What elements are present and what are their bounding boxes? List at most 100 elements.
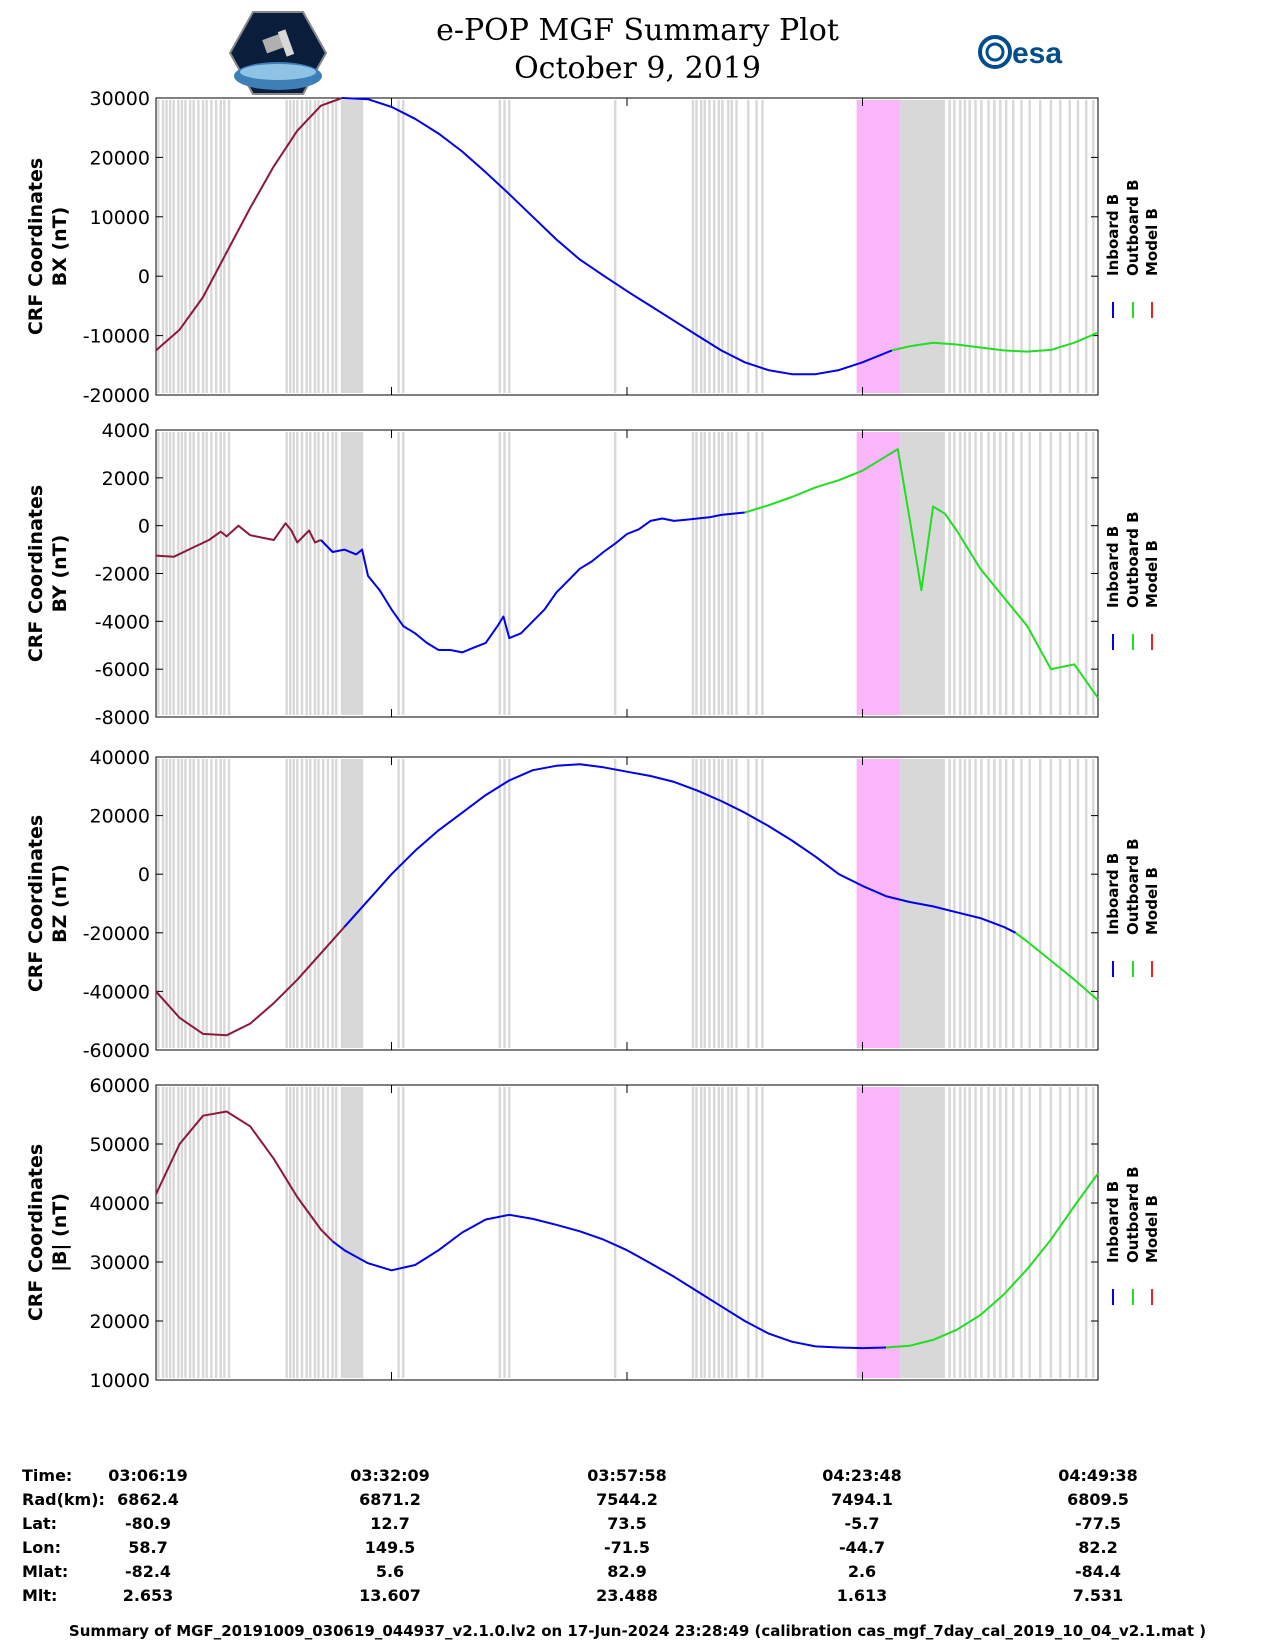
data-gap-line [614, 100, 617, 393]
data-gap-line [205, 1087, 208, 1378]
data-gap-line [313, 1087, 317, 1378]
data-gap-line [755, 759, 758, 1048]
series-model-b [155, 522, 322, 558]
data-gap-line [397, 432, 400, 715]
orbit-info-value: 13.607 [359, 1586, 421, 1605]
y-axis-label-line2: BY (nT) [49, 535, 71, 613]
data-gap-line [326, 759, 330, 1048]
data-gap-line [210, 1087, 213, 1378]
data-gap-line [717, 759, 721, 1048]
data-gap-line [300, 1087, 304, 1378]
data-gap-line [184, 100, 187, 393]
data-gap-line [205, 100, 208, 393]
data-gap-line [1039, 100, 1042, 393]
data-gap-line [1076, 759, 1080, 1048]
data-gap-line [285, 432, 288, 715]
data-gap-line [172, 100, 175, 393]
data-gap-line [717, 1087, 721, 1378]
data-gap-line [227, 1087, 231, 1378]
data-gap-line [205, 759, 208, 1048]
panel-bx: -20000 -10000 0 10000 20000 30000 CRF Coordina… [25, 88, 1161, 407]
data-gap-line [953, 432, 956, 715]
data-gap-line [503, 1087, 506, 1378]
orbit-info-label: Mlt: [22, 1586, 58, 1605]
data-gap-line [717, 432, 721, 715]
eclipse-band [856, 100, 901, 393]
data-gap-line [695, 759, 698, 1048]
data-gap-line [735, 1087, 738, 1378]
data-gap-line [695, 1087, 698, 1378]
orbit-info-value: -71.5 [603, 1538, 651, 1557]
series-inboard-b [320, 511, 745, 654]
data-gap-line [210, 759, 213, 1048]
data-gap-line [305, 1087, 308, 1378]
data-gap-line [508, 100, 511, 393]
panel-by: -8000 -6000 -4000 -2000 0 2000 4000 CRF Coordin… [25, 420, 1161, 729]
data-gap-line [1059, 432, 1062, 715]
data-gap-line [305, 759, 308, 1048]
data-gap-line [157, 100, 160, 393]
data-gap-line [188, 432, 192, 715]
data-gap-line [157, 1087, 160, 1378]
data-gap-line [993, 432, 996, 715]
data-gap-line [1012, 759, 1015, 1048]
y-axis-label-line2: BX (nT) [49, 207, 71, 287]
data-gap-line [334, 1087, 338, 1378]
orbit-info-value: 04:49:38 [1058, 1466, 1138, 1485]
data-gap-line [289, 759, 292, 1048]
legend-entry: Model B [1143, 540, 1161, 608]
series-outboard-b [886, 1172, 1099, 1349]
data-gap-line [721, 100, 724, 393]
data-gap-line [397, 1087, 400, 1378]
data-gap-line [614, 1087, 617, 1378]
panel-bz: -60000 -40000 -20000 0 20000 40000 CRF Coordin… [25, 747, 1161, 1062]
data-gap-line [1020, 100, 1023, 393]
y-tick-label: -20000 [83, 923, 150, 945]
data-gap-line [214, 100, 218, 393]
data-gap-line [987, 100, 990, 393]
data-gap-line [703, 100, 706, 393]
legend-entry: Outboard B [1124, 179, 1142, 276]
data-gap-line [508, 432, 511, 715]
data-gap-line [219, 759, 222, 1048]
y-tick-label: -8000 [95, 707, 150, 729]
data-gap-line [300, 432, 304, 715]
data-gap-line [184, 759, 187, 1048]
data-gap-line [993, 100, 996, 393]
data-gap-line [1068, 759, 1071, 1048]
data-gap-line [953, 759, 956, 1048]
data-gap-line [168, 100, 172, 393]
series-outboard-b [891, 331, 1099, 353]
series-inboard-b [341, 97, 893, 376]
data-gap-line [296, 1087, 299, 1378]
y-tick-label: -60000 [83, 1040, 150, 1062]
data-gap-line [161, 1087, 165, 1378]
orbit-info-value: 03:32:09 [350, 1466, 430, 1485]
data-gap-line [1049, 759, 1053, 1048]
data-gap-line [730, 759, 733, 1048]
data-gap-line [712, 432, 716, 715]
orbit-info-label: Lon: [22, 1538, 61, 1557]
orbit-info-label: Lat: [22, 1514, 58, 1533]
y-tick-label: -2000 [95, 564, 150, 586]
y-axis-label-line1: CRF Coordinates [25, 158, 47, 335]
data-gap-line [1012, 1087, 1015, 1378]
y-tick-label: 10000 [90, 1370, 150, 1392]
data-gap-line [317, 759, 320, 1048]
data-gap-line [165, 759, 168, 1048]
data-gap-line [980, 432, 983, 715]
data-gap-line [999, 432, 1002, 715]
data-gap-line [953, 100, 956, 393]
y-tick-label: -10000 [83, 326, 150, 348]
data-gap-line [300, 100, 304, 393]
data-gap-line [184, 432, 187, 715]
data-gap-line [197, 432, 200, 715]
data-gap-line [1068, 432, 1071, 715]
data-gap-line [968, 100, 971, 393]
data-gap-line [614, 432, 617, 715]
data-gap-band [340, 1087, 364, 1378]
data-gap-line [309, 100, 312, 393]
data-gap-line [1085, 100, 1088, 393]
data-gap-line [948, 100, 951, 393]
data-gap-line [334, 759, 338, 1048]
